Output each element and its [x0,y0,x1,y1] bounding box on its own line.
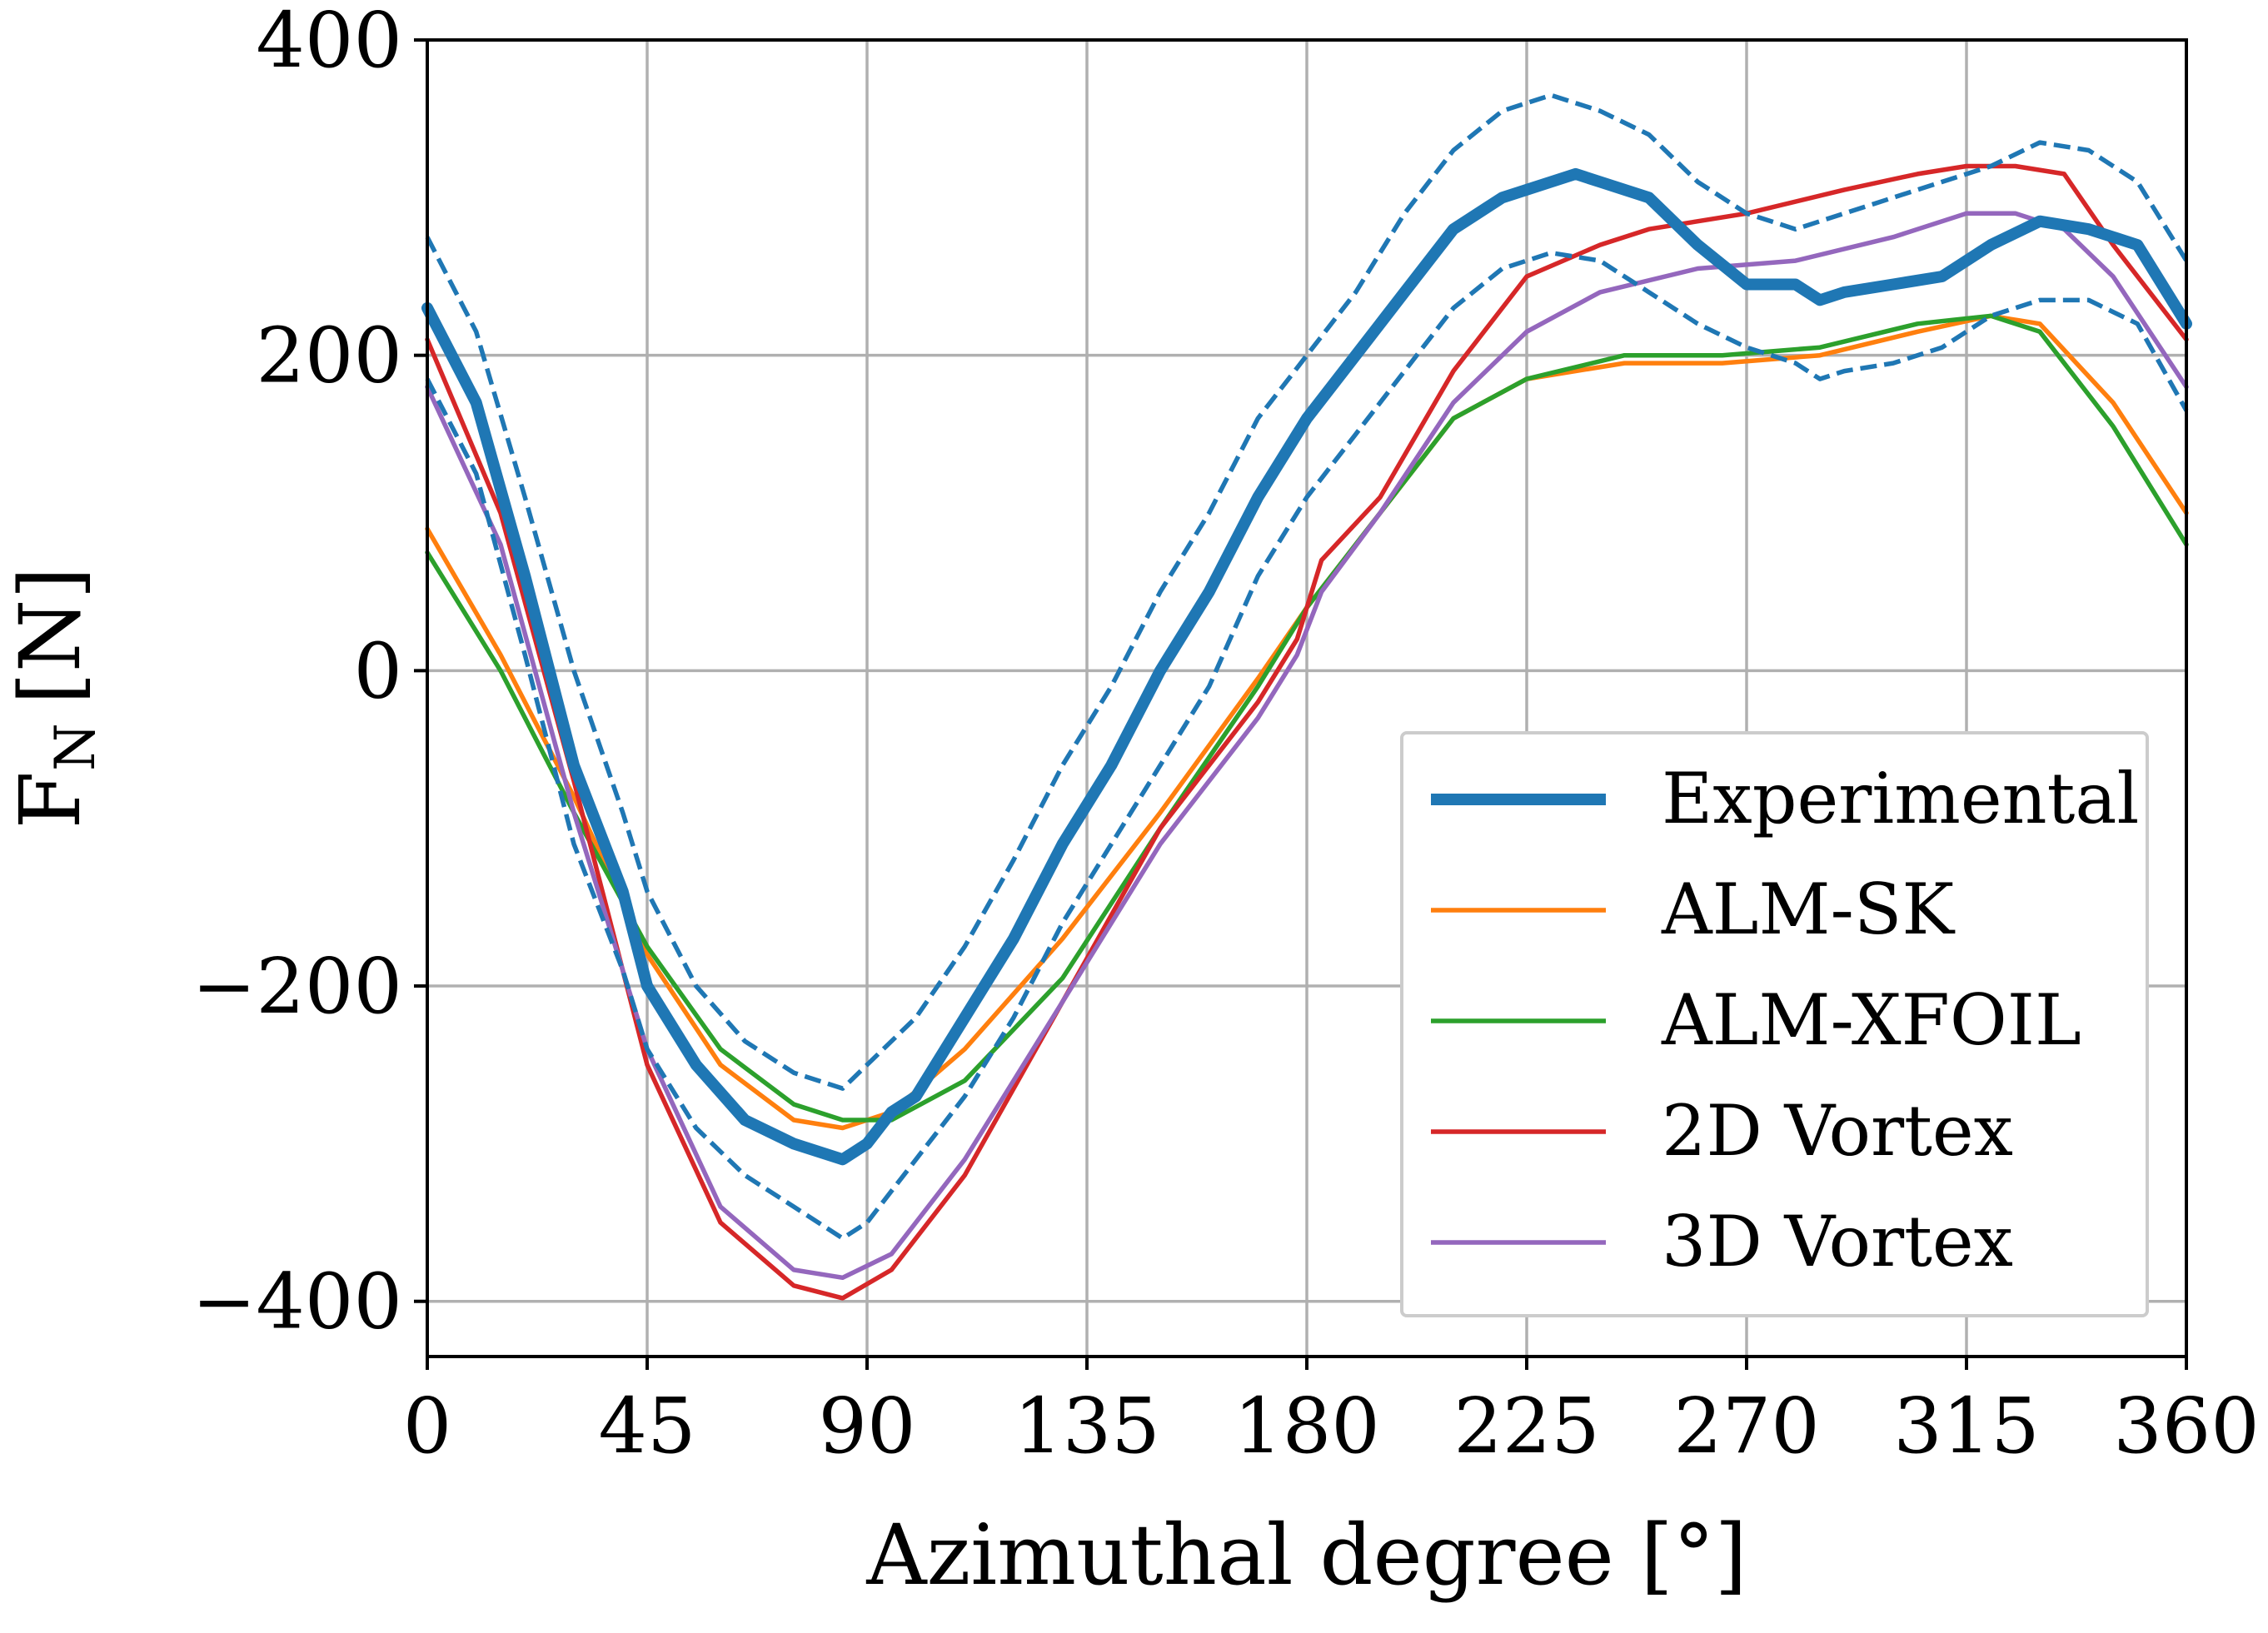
x-tick-label: 180 [1234,1382,1380,1471]
y-axis-title: FN [N] [2,567,107,829]
series-layer [421,92,2192,1301]
y-tick-label: 200 [256,311,402,401]
legend-label: ALM-SK [1661,869,1956,950]
x-axis-title: Azimuthal degree [°] [865,1506,1747,1604]
legend-label: Experimental [1662,758,2139,839]
x-tick-label: 360 [2113,1382,2260,1471]
x-tick-label: 45 [598,1382,695,1471]
series-2d-vortex [425,163,2189,1301]
y-tick-label: 400 [256,0,402,85]
x-tick-label: 225 [1453,1382,1600,1471]
y-tick-label: −400 [192,1257,402,1347]
y-tick-labels: 400 200 0 −200 −400 [192,0,402,1347]
x-tick-label: 270 [1673,1382,1820,1471]
x-tick-label: 0 [403,1382,452,1471]
series-3d-vortex [425,211,2189,1281]
series-experimental [421,167,2192,1166]
y-axis-title-unit: [N] [2,567,99,705]
x-tick-label: 315 [1893,1382,2040,1471]
legend-label: ALM-XFOIL [1661,979,2081,1061]
series-experimental-upper-bound [425,92,2189,1091]
y-axis-title-main: F [2,771,99,829]
y-tick-label: −200 [192,942,402,1031]
x-tick-labels: 0 45 90 135 180 225 270 315 360 [403,1382,2260,1471]
x-tick-label: 90 [818,1382,915,1471]
y-tick-label: 0 [353,626,402,715]
legend: Experimental ALM-SK ALM-XFOIL 2D Vortex 3D V… [1400,731,2149,1317]
series-alm-xfoil [425,313,2189,1123]
legend-label: 3D Vortex [1662,1201,2013,1282]
y-axis-title-subscript: N [43,723,107,771]
axis-ticks [414,38,2188,1370]
x-tick-label: 135 [1014,1382,1160,1471]
svg-text:FN[N]: FN [N] [2,567,107,829]
legend-label: 2D Vortex [1662,1090,2013,1172]
series-experimental-lower-bound [425,250,2189,1241]
legend-box [1400,731,2149,1317]
